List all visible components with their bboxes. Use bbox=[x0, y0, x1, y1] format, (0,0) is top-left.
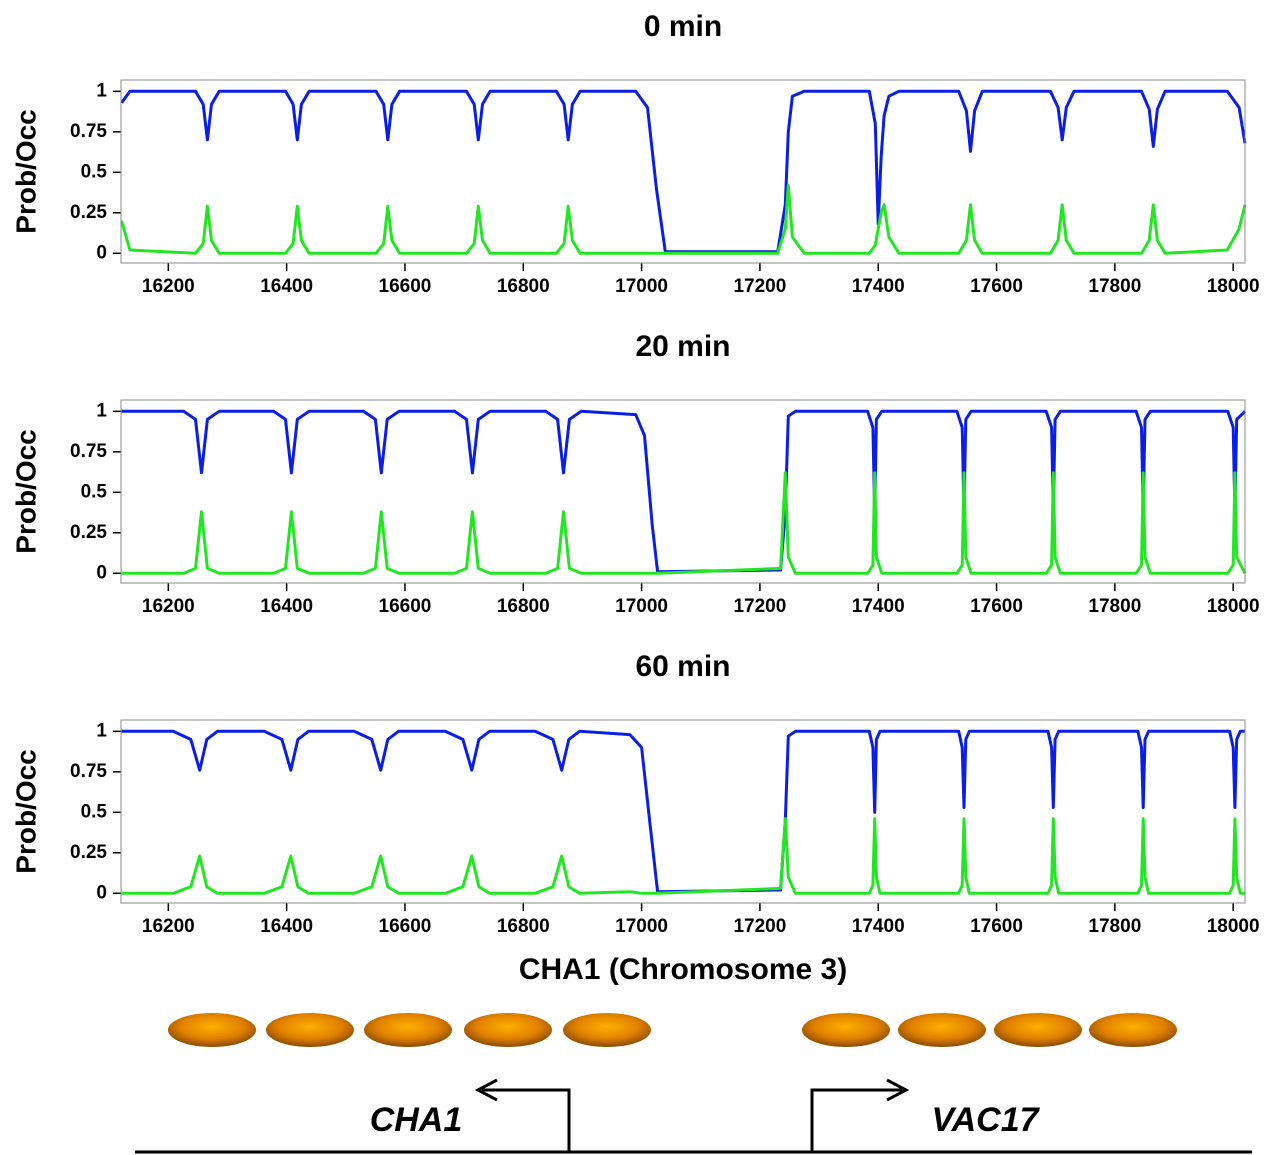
x-tick-label: 17400 bbox=[852, 276, 905, 297]
series-line bbox=[121, 729, 1245, 894]
x-tick-label: 16400 bbox=[260, 276, 313, 297]
x-tick-label: 16200 bbox=[142, 276, 195, 297]
nucleosome bbox=[898, 1013, 986, 1047]
promoter-arrow bbox=[810, 1088, 902, 1152]
gene-label: CHA1 bbox=[370, 1101, 463, 1139]
arrow-head bbox=[886, 1078, 910, 1102]
arrow-head bbox=[474, 1078, 498, 1102]
x-tick-label: 16600 bbox=[379, 276, 432, 297]
series-line bbox=[121, 471, 1247, 575]
x-tick-label: 16800 bbox=[497, 916, 550, 937]
promoter-arrow bbox=[482, 1088, 571, 1152]
x-tick-label: 17800 bbox=[1088, 596, 1141, 617]
x-tick-label: 17600 bbox=[970, 916, 1023, 937]
y-axis-label: Prob/Occ bbox=[10, 109, 41, 233]
nucleosome bbox=[266, 1013, 354, 1047]
x-tick-label: 17600 bbox=[970, 276, 1023, 297]
nucleosome-diagram: CHA1 VAC17 bbox=[135, 1013, 1252, 1154]
y-tick-label: 1 bbox=[96, 80, 107, 101]
nucleosome bbox=[168, 1013, 256, 1047]
y-tick-label: 0.5 bbox=[81, 801, 108, 822]
y-tick-label: 0.5 bbox=[81, 161, 108, 182]
x-axis-label: CHA1 (Chromosome 3) bbox=[519, 953, 847, 986]
y-tick-label: 0 bbox=[96, 562, 107, 583]
x-tick-label: 16800 bbox=[497, 276, 550, 297]
nucleosome bbox=[364, 1013, 452, 1047]
series-line bbox=[121, 409, 1247, 574]
x-tick-label: 17600 bbox=[970, 596, 1023, 617]
x-tick-label: 17200 bbox=[733, 916, 786, 937]
gene-label: VAC17 bbox=[931, 1101, 1040, 1139]
nucleosome bbox=[1089, 1013, 1177, 1047]
x-tick-label: 17800 bbox=[1088, 276, 1141, 297]
plot-frame bbox=[120, 399, 1246, 584]
y-axis-label: Prob/Occ bbox=[10, 749, 41, 873]
y-tick-label: 0.75 bbox=[70, 441, 107, 462]
x-tick-label: 16200 bbox=[142, 916, 195, 937]
x-tick-label: 17400 bbox=[852, 916, 905, 937]
x-tick-label: 18000 bbox=[1207, 276, 1260, 297]
nucleosome bbox=[994, 1013, 1082, 1047]
x-tick-label: 17000 bbox=[615, 596, 668, 617]
chart-title: 20 min bbox=[635, 330, 730, 363]
chart-title: 60 min bbox=[635, 650, 730, 683]
x-tick-label: 16600 bbox=[379, 596, 432, 617]
chart-panel: 20 min Prob/Occ 0 0.25 0.5 0.75 1 16200 16400 166… bbox=[10, 330, 1259, 617]
x-tick-label: 16400 bbox=[260, 916, 313, 937]
series-line bbox=[120, 183, 1247, 255]
y-tick-label: 1 bbox=[96, 720, 107, 741]
y-tick-label: 0.75 bbox=[70, 761, 107, 782]
chart-panel: 0 min Prob/Occ 0 0.25 0.5 0.75 1 16200 16400 1660… bbox=[10, 10, 1259, 297]
x-tick-label: 18000 bbox=[1207, 916, 1260, 937]
x-tick-label: 16400 bbox=[260, 596, 313, 617]
x-tick-label: 18000 bbox=[1207, 596, 1260, 617]
nucleosome bbox=[802, 1013, 890, 1047]
nucleosome bbox=[563, 1013, 651, 1047]
y-tick-label: 0.25 bbox=[70, 842, 107, 863]
plot-frame bbox=[120, 719, 1246, 904]
y-tick-label: 0.75 bbox=[70, 121, 107, 142]
x-tick-label: 17400 bbox=[852, 596, 905, 617]
y-tick-label: 0.25 bbox=[70, 202, 107, 223]
y-tick-label: 0 bbox=[96, 242, 107, 263]
chart-panel: 60 min Prob/Occ CHA1 (Chromosome 3) 0 0.25 0.… bbox=[10, 650, 1259, 986]
y-tick-label: 1 bbox=[96, 400, 107, 421]
x-tick-label: 16200 bbox=[142, 596, 195, 617]
charts: 0 min Prob/Occ 0 0.25 0.5 0.75 1 16200 16400 1660… bbox=[10, 10, 1259, 986]
chart-title: 0 min bbox=[644, 10, 722, 43]
x-tick-label: 17000 bbox=[615, 276, 668, 297]
nucleosome bbox=[464, 1013, 552, 1047]
x-tick-label: 16800 bbox=[497, 596, 550, 617]
y-tick-label: 0 bbox=[96, 882, 107, 903]
y-tick-label: 0.25 bbox=[70, 522, 107, 543]
series-line bbox=[120, 89, 1247, 254]
y-axis-label: Prob/Occ bbox=[10, 429, 41, 553]
x-tick-label: 17000 bbox=[615, 916, 668, 937]
x-tick-label: 17200 bbox=[733, 596, 786, 617]
x-tick-label: 16600 bbox=[379, 916, 432, 937]
y-tick-label: 0.5 bbox=[81, 481, 108, 502]
x-tick-label: 17800 bbox=[1088, 916, 1141, 937]
series-line bbox=[121, 817, 1245, 895]
x-tick-label: 17200 bbox=[733, 276, 786, 297]
plot-frame bbox=[120, 79, 1246, 264]
